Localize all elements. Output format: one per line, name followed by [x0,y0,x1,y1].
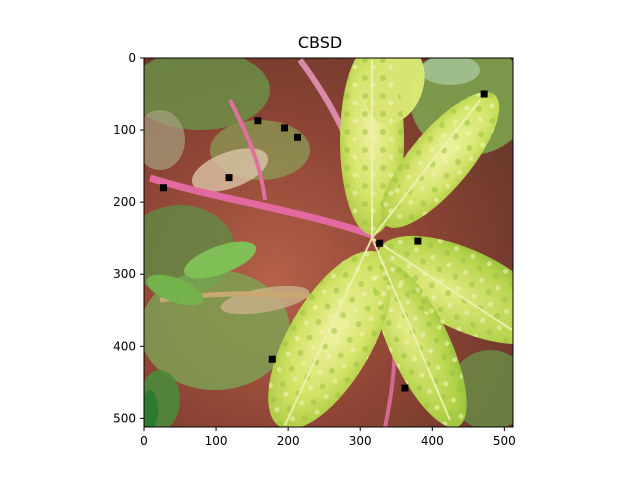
keypoint-markers [159,90,488,392]
keypoint-marker [225,174,233,182]
x-tick-label: 100 [205,434,228,448]
keypoint-marker [268,355,276,363]
keypoint-marker [376,239,384,247]
keypoint-marker [414,237,422,245]
y-tick-label: 500 [113,411,136,425]
y-axis: 0 100 200 300 400 500 [113,51,144,425]
x-axis: 0 100 200 300 400 500 [140,427,516,448]
keypoint-marker [480,90,488,98]
y-tick-label: 300 [113,267,136,281]
keypoint-marker [281,124,289,132]
plot-title: CBSD [297,33,343,52]
y-tick-label: 400 [113,339,136,353]
y-tick-label: 0 [128,51,136,65]
y-tick-label: 200 [113,195,136,209]
keypoint-marker [401,384,409,392]
x-tick-label: 200 [277,434,300,448]
plot-frame [143,57,514,428]
keypoint-marker [254,117,262,125]
x-tick-label: 0 [140,434,148,448]
y-tick-label: 100 [113,123,136,137]
keypoint-marker [159,184,167,192]
x-tick-label: 400 [421,434,444,448]
x-tick-label: 300 [349,434,372,448]
keypoint-marker [294,133,302,141]
x-tick-label: 500 [493,434,516,448]
cassava-photo [144,58,513,427]
